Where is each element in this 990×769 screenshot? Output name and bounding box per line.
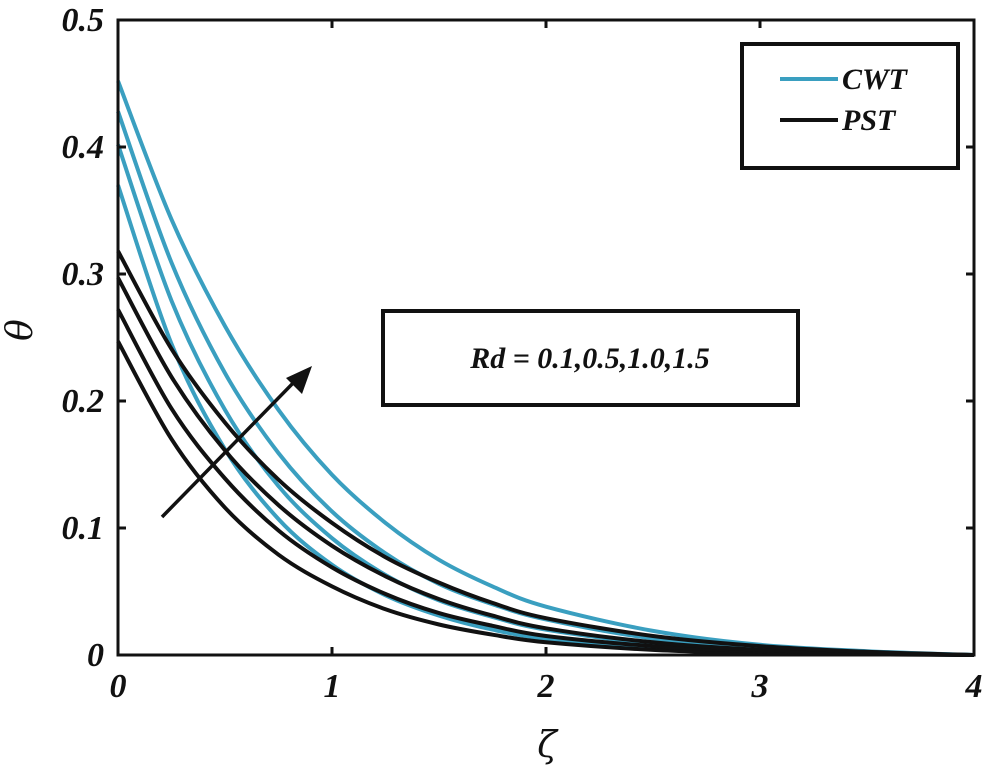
x-axis-label: ζ (537, 725, 559, 766)
x-tick-label-4: 4 (965, 668, 983, 705)
y-tick-label-1: 0.1 (62, 510, 105, 547)
arrow-shaft (160, 376, 300, 519)
y-axis-label: θ (0, 319, 41, 341)
increase-arrow (160, 366, 312, 519)
legend-label-cwt: CWT (842, 63, 909, 96)
plot-frame (116, 18, 976, 657)
x-tick-label-0: 0 (110, 668, 127, 705)
y-tick-label-2: 0.2 (62, 383, 105, 420)
series-layer (116, 80, 975, 657)
annotation-text: Rd = 0.1,0.5,1.0,1.5 (469, 342, 710, 375)
arrow-head (286, 366, 312, 394)
x-tick-label-1: 1 (324, 668, 341, 705)
y-tick-label-0: 0 (87, 637, 104, 674)
legend-label-pst: PST (841, 104, 897, 137)
legend-box (740, 42, 960, 170)
annotation-box (381, 309, 800, 407)
legend: CWT PST (740, 42, 960, 170)
annotation: Rd = 0.1,0.5,1.0,1.5 (381, 309, 800, 407)
series-line-pst-7 (116, 250, 975, 657)
series-line-pst-6 (116, 276, 975, 657)
x-tick-label-2: 2 (537, 668, 555, 705)
y-tick-label-4: 0.4 (62, 129, 105, 166)
series-line-cwt-0 (116, 184, 975, 657)
y-tick-label-3: 0.3 (62, 256, 105, 293)
y-tick-label-5: 0.5 (62, 2, 105, 39)
x-tick-label-3: 3 (751, 668, 769, 705)
